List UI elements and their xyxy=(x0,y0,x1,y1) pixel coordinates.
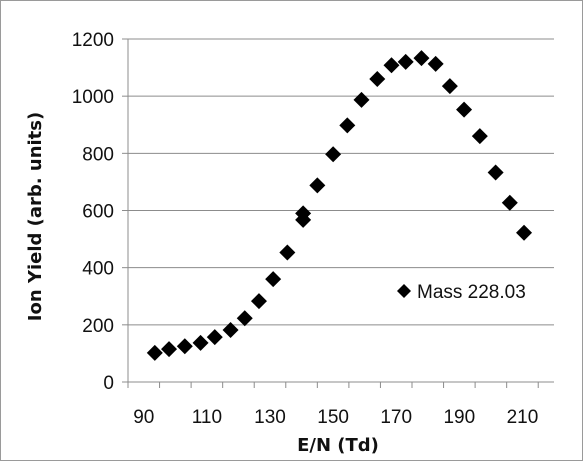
data-point xyxy=(325,146,342,163)
x-tick-label: 110 xyxy=(192,407,222,428)
data-point xyxy=(516,224,533,241)
y-tick-labels: 0 200 400 600 800 1000 1200 xyxy=(72,30,114,394)
y-tick-label: 800 xyxy=(82,144,114,165)
data-points xyxy=(146,50,533,361)
x-tick-labels: 90 110 130 150 170 190 210 xyxy=(133,407,538,428)
data-point xyxy=(501,194,518,211)
legend-label: Mass 228.03 xyxy=(417,282,526,303)
data-point xyxy=(441,78,458,95)
legend-marker-diamond xyxy=(397,284,411,298)
data-point xyxy=(471,128,488,145)
y-axis-title: Ion Yield (arb. units) xyxy=(25,112,46,321)
data-point xyxy=(397,53,414,70)
x-axis-title: E/N (Td) xyxy=(297,435,379,456)
data-point xyxy=(222,321,239,338)
gridlines xyxy=(128,38,554,326)
data-point xyxy=(279,244,296,261)
y-tick-label: 1200 xyxy=(72,30,114,51)
data-point xyxy=(146,344,163,361)
data-point xyxy=(309,177,326,194)
data-point xyxy=(487,164,504,181)
data-point xyxy=(176,338,193,355)
data-point xyxy=(456,101,473,118)
x-tick-label: 210 xyxy=(507,407,539,428)
data-point xyxy=(383,57,400,74)
data-point xyxy=(265,271,282,288)
x-tick-label: 190 xyxy=(443,407,475,428)
x-tick-label: 130 xyxy=(254,407,286,428)
x-tick-label: 170 xyxy=(380,407,412,428)
data-point xyxy=(339,117,356,134)
x-tick-label: 90 xyxy=(133,407,154,428)
data-point xyxy=(236,310,253,327)
y-tick-label: 400 xyxy=(82,259,114,280)
data-point xyxy=(427,55,444,72)
legend: Mass 228.03 xyxy=(397,282,526,303)
y-tick-label: 200 xyxy=(82,316,114,337)
data-point xyxy=(192,334,209,351)
data-point xyxy=(413,50,430,67)
y-tick-label: 600 xyxy=(82,202,114,223)
data-point xyxy=(369,71,386,88)
x-tick-label: 150 xyxy=(317,407,349,428)
y-tick-label: 0 xyxy=(103,373,114,394)
y-tick-label: 1000 xyxy=(72,87,114,108)
data-point xyxy=(206,329,223,346)
data-point xyxy=(250,293,267,310)
data-point xyxy=(161,341,178,358)
data-point xyxy=(295,211,312,228)
axes xyxy=(122,38,554,388)
data-point xyxy=(353,91,370,108)
